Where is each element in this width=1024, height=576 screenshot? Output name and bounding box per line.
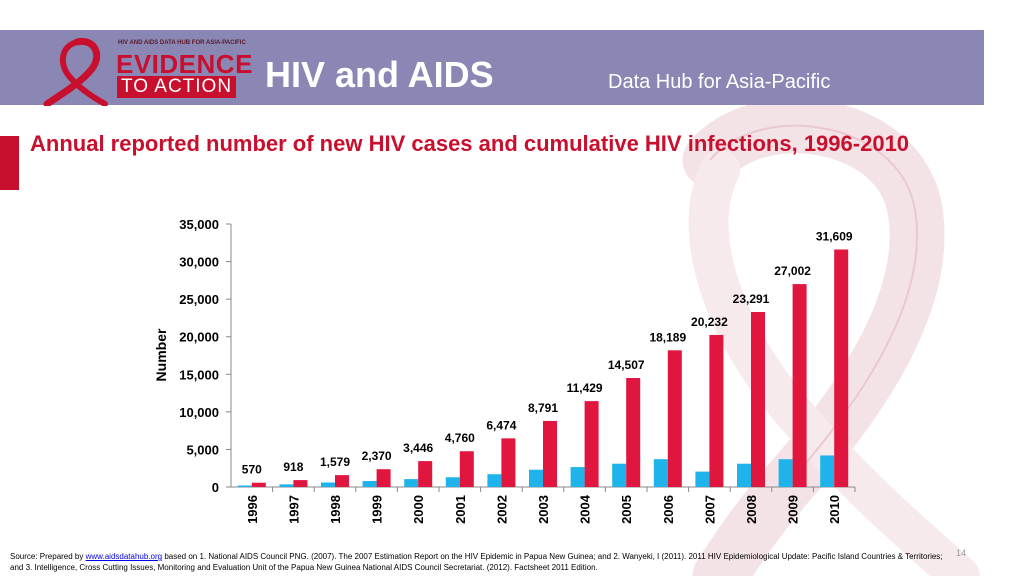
logo-sub-text: TO ACTION	[117, 76, 237, 98]
y-axis-title: Number	[153, 328, 169, 381]
y-tick-label: 15,000	[179, 367, 219, 382]
new-cases-bar	[778, 459, 793, 487]
new-cases-bar	[279, 484, 294, 487]
cumulative-bar	[459, 451, 474, 487]
x-tick-label: 2007	[702, 495, 717, 524]
x-tick-label: 1996	[245, 495, 260, 524]
cumulative-value-label: 18,189	[649, 330, 686, 344]
new-cases-bar	[737, 463, 751, 487]
x-tick-label: 2005	[619, 495, 634, 524]
logo-top-text: HIV AND AIDS DATA HUB FOR ASIA-PACIFIC	[118, 40, 246, 46]
new-cases-bar	[404, 479, 419, 487]
new-cases-bar	[820, 455, 835, 487]
cumulative-value-label: 14,507	[608, 358, 645, 372]
new-cases-bar	[362, 480, 377, 487]
y-tick-label: 25,000	[179, 292, 219, 307]
x-tick-label: 2003	[536, 495, 551, 524]
cumulative-bar	[501, 438, 516, 487]
new-cases-bar	[653, 459, 668, 487]
cumulative-value-label: 1,579	[320, 455, 350, 469]
x-tick-label: 2002	[494, 495, 509, 524]
logo-main-text: EVIDENCE	[116, 49, 253, 79]
cumulative-value-label: 3,446	[403, 441, 433, 455]
x-tick-label: 2008	[744, 495, 759, 524]
cumulative-bar	[626, 377, 641, 487]
cumulative-bar	[584, 401, 599, 487]
cumulative-value-label: 6,474	[486, 418, 516, 432]
new-cases-bar	[487, 474, 502, 487]
cumulative-bar	[709, 334, 724, 487]
red-ribbon-icon	[43, 37, 108, 106]
data-labels: 570 918 1,579 2,370 3,446 4,760 6,474 8,791 11,4…	[242, 229, 853, 476]
cumulative-bar	[667, 350, 682, 487]
cumulative-bar	[376, 469, 391, 487]
cumulative-bar	[293, 480, 308, 487]
x-tick-label: 2006	[661, 495, 676, 524]
cumulative-value-label: 27,002	[774, 264, 811, 278]
accent-bar	[0, 136, 19, 190]
source-note: Source: Prepared by www.aidsdatahub.org …	[10, 551, 945, 573]
y-axis: 0 5,000 10,000 15,000 20,000 25,000 30,000 35,0…	[179, 217, 232, 495]
source-link[interactable]: www.aidsdatahub.org	[85, 552, 163, 561]
y-tick-label: 35,000	[179, 217, 219, 232]
cumulative-value-label: 20,232	[691, 315, 728, 329]
cumulative-bar	[335, 475, 349, 487]
x-tick-label: 1999	[370, 495, 385, 524]
cumulative-value-label: 31,609	[816, 229, 853, 243]
x-tick-label: 1997	[286, 495, 301, 524]
y-tick-label: 0	[212, 480, 219, 495]
cumulative-bar	[251, 482, 266, 487]
app-subtitle: Data Hub for Asia-Pacific	[608, 71, 831, 93]
x-tick-label: 2000	[411, 495, 426, 524]
new-cases-bar	[695, 471, 710, 487]
source-text: based on 1. National AIDS Council PNG. (…	[10, 552, 943, 572]
y-tick-label: 30,000	[179, 255, 219, 270]
cumulative-value-label: 4,760	[445, 431, 475, 445]
x-tick-label: 1998	[328, 495, 343, 524]
cumulative-bar	[751, 311, 765, 487]
y-tick-label: 20,000	[179, 330, 219, 345]
cumulative-value-label: 918	[283, 460, 303, 474]
x-tick-label: 2009	[786, 495, 801, 524]
slide-title: Annual reported number of new HIV cases …	[30, 131, 910, 156]
new-cases-bar	[445, 477, 460, 487]
x-axis: 1996 1997 1998 1999 2000 2001 2002 2003 2004 2005…	[231, 486, 856, 524]
page-number: 14	[956, 548, 967, 558]
app-title: HIV and AIDS	[265, 54, 494, 95]
x-tick-label: 2004	[578, 494, 593, 524]
new-cases-bar	[612, 463, 627, 487]
new-cases-bar	[529, 469, 543, 487]
cumulative-bar	[834, 249, 849, 487]
new-cases-bar	[237, 485, 252, 487]
cumulative-bar	[792, 284, 807, 487]
cumulative-value-label: 8,791	[528, 401, 558, 415]
y-tick-label: 5,000	[186, 442, 219, 457]
x-tick-label: 2001	[453, 495, 468, 524]
cumulative-value-label: 11,429	[567, 381, 603, 395]
y-tick-label: 10,000	[179, 405, 219, 420]
bars	[237, 249, 849, 487]
cumulative-value-label: 2,370	[362, 449, 392, 463]
cumulative-value-label: 23,291	[733, 292, 770, 306]
new-cases-bar	[321, 482, 335, 487]
source-prefix: Source: Prepared by	[10, 552, 86, 561]
new-cases-bar	[570, 467, 585, 487]
cumulative-bar	[543, 420, 557, 487]
cumulative-bar	[418, 461, 433, 487]
x-tick-label: 2010	[827, 495, 842, 524]
cumulative-value-label: 570	[242, 463, 262, 477]
evidence-to-action-logo: HIV AND AIDS DATA HUB FOR ASIA-PACIFIC E…	[25, 36, 252, 106]
